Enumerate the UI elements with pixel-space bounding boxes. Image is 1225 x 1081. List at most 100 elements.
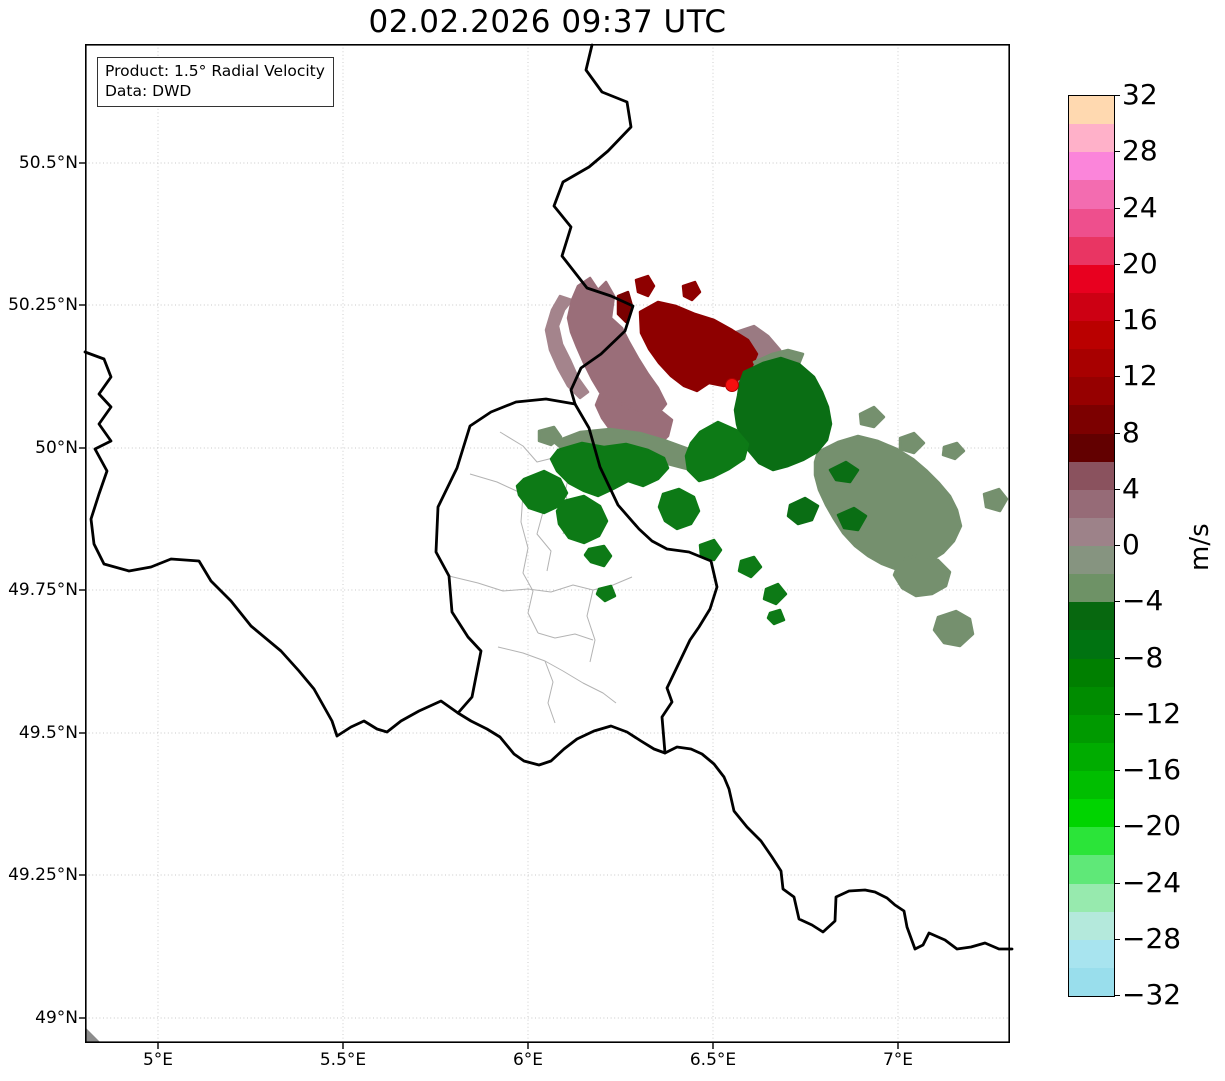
- echo-region: [555, 494, 609, 545]
- colorbar-tick: [1114, 601, 1120, 603]
- colorbar-tick: [1114, 826, 1120, 828]
- colorbar-segment: [1069, 714, 1114, 743]
- colorbar-tick-label: 12: [1122, 359, 1158, 393]
- colorbar-tick: [1114, 376, 1120, 378]
- colorbar-segment: [1069, 292, 1114, 321]
- lon-tick-label: 5.5°E: [319, 1050, 367, 1070]
- colorbar-tick: [1114, 938, 1120, 940]
- map-plot: [79, 43, 1014, 1049]
- echo-region: [898, 431, 926, 455]
- colorbar-segment: [1069, 855, 1114, 884]
- lon-tick-label: 6.5°E: [689, 1050, 737, 1070]
- echo-region: [737, 555, 763, 579]
- colorbar-segment: [1069, 152, 1114, 181]
- district-border: [544, 660, 556, 724]
- radar-site-marker: [725, 378, 739, 392]
- colorbar-segment: [1069, 264, 1114, 293]
- lat-tick-label: 49.75°N: [8, 580, 78, 600]
- product-info-box: Product: 1.5° Radial Velocity Data: DWD: [97, 57, 334, 107]
- district-border: [537, 632, 594, 641]
- echo-region: [836, 506, 868, 532]
- colorbar-segment: [1069, 180, 1114, 209]
- colorbar-segment: [1069, 321, 1114, 350]
- echo-region: [566, 276, 668, 419]
- echo-region: [684, 420, 750, 483]
- map-corner-shape: [85, 1027, 101, 1043]
- colorbar-segment: [1069, 602, 1114, 631]
- colorbar-tick: [1114, 95, 1120, 96]
- colorbar-tick: [1114, 657, 1120, 659]
- colorbar-segment: [1069, 236, 1114, 265]
- echo-region: [766, 608, 786, 626]
- country-border: [83, 350, 1014, 951]
- colorbar-unit-label: m/s: [1185, 523, 1215, 571]
- colorbar-segment: [1069, 433, 1114, 462]
- colorbar-tick-label: −20: [1122, 809, 1182, 843]
- district-border: [520, 493, 539, 634]
- colorbar-segment: [1069, 349, 1114, 378]
- echo-region: [786, 496, 820, 526]
- echo-region: [549, 441, 670, 498]
- lat-tick-label: 50.5°N: [18, 153, 78, 173]
- colorbar-segment: [1069, 630, 1114, 659]
- data-source-label: Data: DWD: [105, 82, 192, 101]
- colorbar-tick: [1114, 882, 1120, 884]
- lon-tick-label: 6°E: [512, 1050, 544, 1070]
- echo-region: [657, 487, 701, 531]
- lat-tick-label: 50.25°N: [8, 295, 78, 315]
- echo-region: [681, 280, 702, 302]
- colorbar-segment: [1069, 799, 1114, 828]
- echo-region: [982, 487, 1009, 513]
- echo-region: [941, 441, 966, 461]
- lat-tick-label: 49°N: [35, 1008, 78, 1028]
- echo-region: [537, 425, 563, 447]
- product-label: Product: 1.5° Radial Velocity: [105, 62, 325, 80]
- colorbar-tick-label: 16: [1122, 303, 1158, 336]
- colorbar-segment: [1069, 827, 1114, 856]
- colorbar-segment: [1069, 405, 1114, 434]
- echo-region: [892, 553, 952, 598]
- echo-region: [544, 294, 590, 400]
- colorbar-segment: [1069, 377, 1114, 406]
- lon-tick-label: 7°E: [882, 1050, 914, 1070]
- echo-region: [858, 405, 886, 429]
- colorbar-segment: [1069, 771, 1114, 800]
- country-border: [573, 402, 719, 755]
- colorbar-tick: [1114, 770, 1120, 771]
- colorbar-segment: [1069, 208, 1114, 237]
- colorbar-segment: [1069, 574, 1114, 603]
- colorbar-segment: [1069, 124, 1114, 153]
- echo-region: [583, 544, 613, 568]
- colorbar-tick-label: −28: [1122, 921, 1182, 955]
- map-canvas: [79, 43, 1014, 1049]
- colorbar-tick-label: −8: [1122, 640, 1164, 674]
- colorbar-tick: [1114, 151, 1120, 153]
- colorbar-tick-label: 0: [1122, 528, 1140, 561]
- colorbar-segment: [1069, 939, 1114, 968]
- colorbar-tick: [1114, 545, 1120, 546]
- figure-title: 02.02.2026 09:37 UTC: [368, 4, 727, 40]
- colorbar-tick: [1114, 263, 1120, 265]
- colorbar-tick-label: 32: [1122, 78, 1158, 111]
- lat-tick-label: 49.25°N: [8, 865, 78, 885]
- colorbar-tick: [1114, 432, 1120, 434]
- colorbar-tick: [1114, 488, 1120, 490]
- colorbar-tick-label: −12: [1122, 696, 1182, 730]
- colorbar-tick-label: −24: [1122, 865, 1182, 899]
- district-border: [586, 589, 596, 663]
- echo-region: [515, 469, 569, 515]
- colorbar-segment: [1069, 911, 1114, 940]
- echo-region: [932, 609, 975, 648]
- country-border: [552, 43, 635, 406]
- plot-frame: [85, 44, 1011, 1044]
- colorbar-tick-label: 4: [1122, 471, 1140, 505]
- echo-region: [638, 300, 759, 393]
- colorbar: [1068, 95, 1115, 997]
- colorbar-segment: [1069, 742, 1114, 771]
- colorbar-tick: [1114, 713, 1120, 715]
- echo-region: [634, 274, 656, 298]
- echo-region: [762, 582, 788, 606]
- colorbar-tick-label: 28: [1122, 134, 1158, 168]
- country-border: [434, 397, 577, 715]
- colorbar-segment: [1069, 489, 1114, 518]
